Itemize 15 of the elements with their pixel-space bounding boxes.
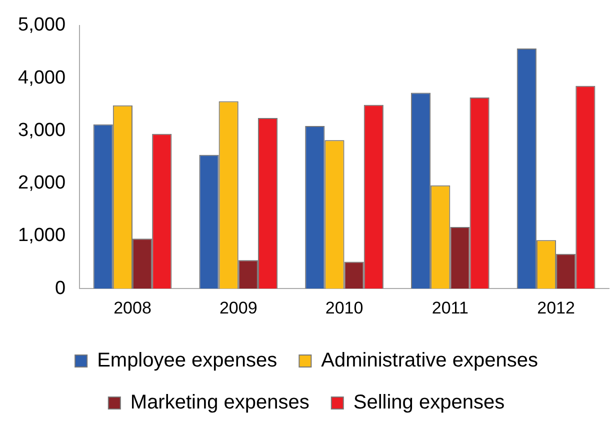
y-tick-label: 2,000 [18, 172, 66, 194]
legend-label: Administrative expenses [321, 350, 538, 372]
y-tick-label: 1,000 [18, 225, 66, 246]
y-tick-label: 4,000 [18, 67, 66, 88]
legend-label: Marketing expenses [130, 392, 310, 414]
x-tick-label: 2008 [114, 298, 152, 318]
x-tick-label: 2011 [432, 298, 468, 318]
legend-label: Selling expenses [353, 392, 505, 414]
y-tick-label: 0 [54, 278, 66, 299]
x-tick-label: 2012 [537, 298, 575, 318]
y-tick-label: 5,000 [18, 14, 66, 36]
x-tick-label: 2009 [219, 298, 258, 318]
x-tick-label: 2010 [325, 298, 364, 318]
legend-label: Employee expenses [97, 350, 278, 372]
y-tick-label: 3,000 [18, 120, 66, 141]
